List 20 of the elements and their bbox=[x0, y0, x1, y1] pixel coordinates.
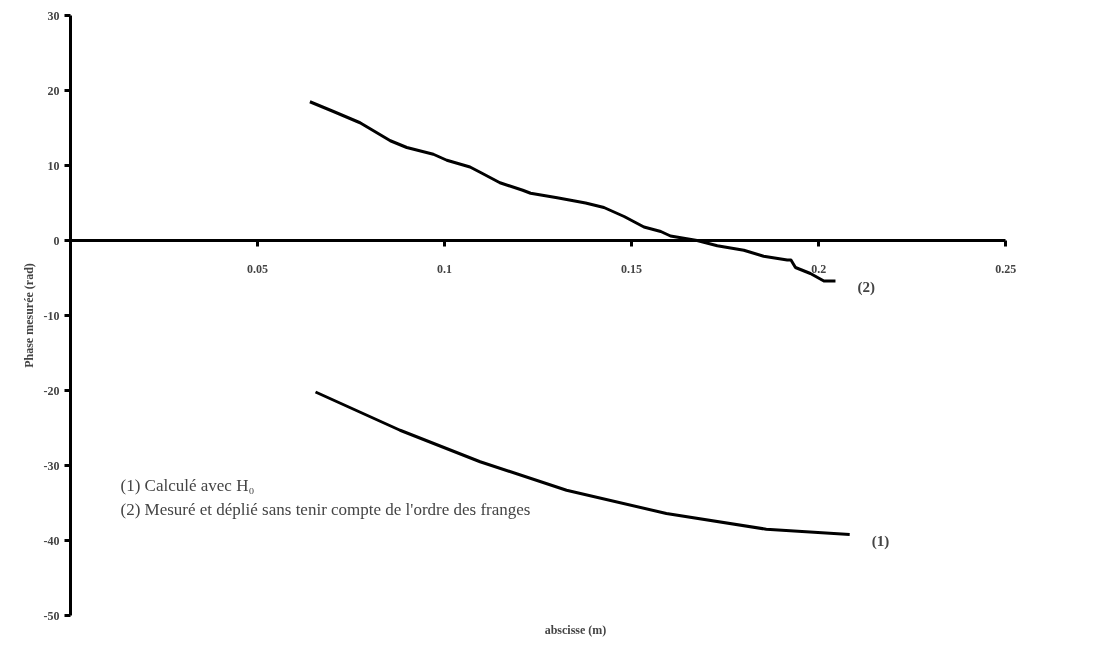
y-tick-label: -30 bbox=[43, 458, 60, 473]
y-tick-label: 0 bbox=[53, 233, 60, 248]
y-tick-label: -10 bbox=[43, 308, 60, 323]
y-tick-label: -20 bbox=[43, 383, 60, 398]
annotation: (1) bbox=[871, 532, 890, 550]
annotation: (2) bbox=[857, 279, 875, 296]
x-tick-label: 0.1 bbox=[437, 261, 453, 276]
y-axis-title: Phase mesurée (rad) bbox=[21, 263, 36, 368]
y-tick-label: -40 bbox=[43, 533, 60, 548]
annotation: (2) Mesuré et déplié sans tenir compte de l'ordre des franges bbox=[120, 500, 531, 519]
y-tick-label: -50 bbox=[43, 608, 60, 623]
x-axis-title: abscisse (m) bbox=[544, 622, 607, 637]
y-tick-label: 30 bbox=[47, 8, 60, 23]
annotation: (1) Calculé avec H₀ bbox=[120, 476, 255, 495]
x-tick-label: 0.05 bbox=[247, 261, 269, 276]
x-tick-label: 0.25 bbox=[995, 261, 1017, 276]
y-tick-label: 20 bbox=[47, 83, 60, 98]
y-tick-label: 10 bbox=[47, 158, 60, 173]
x-tick-label: 0.15 bbox=[621, 261, 643, 276]
x-tick-label: 0.2 bbox=[811, 261, 827, 276]
